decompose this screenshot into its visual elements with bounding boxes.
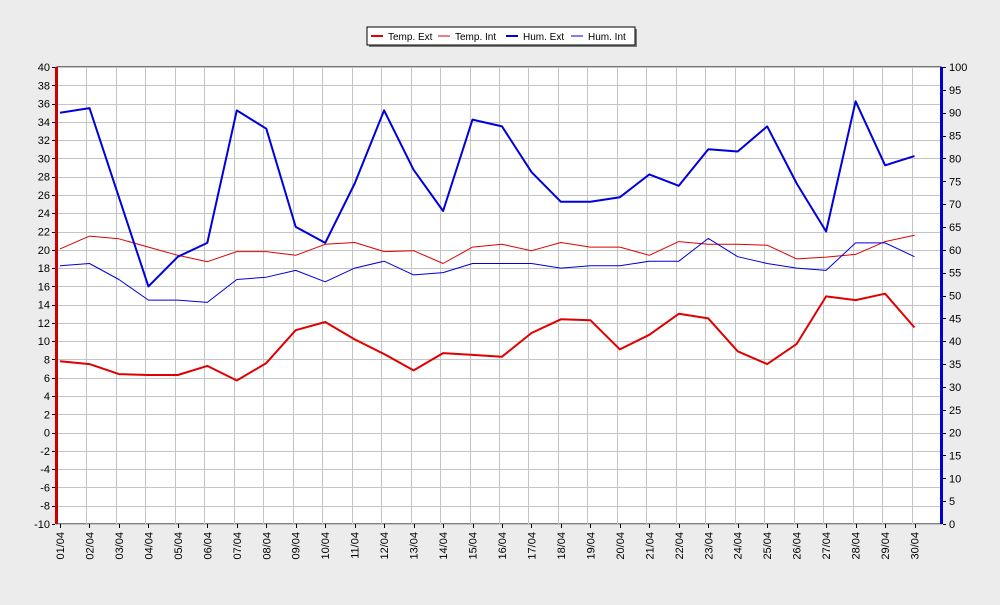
series-line-3 [59, 100, 915, 288]
left-tick-label: 40 [38, 62, 50, 74]
left-tick-label: -6 [40, 482, 50, 494]
left-tick-label: -10 [34, 519, 50, 531]
left-tick-label: -4 [40, 464, 50, 476]
legend-label-3: Hum. Ext [523, 32, 564, 43]
left-tick-label: 0 [44, 428, 50, 440]
left-tick-label: 14 [38, 300, 50, 312]
x-tick-label: 25/04 [762, 532, 774, 560]
series-line-4 [59, 237, 915, 303]
x-tick-label: 15/04 [468, 532, 480, 560]
left-tick-label: 24 [38, 208, 50, 220]
right-tick-label: 10 [949, 473, 961, 485]
right-tick-label: 0 [949, 519, 955, 531]
x-tick-label: 07/04 [232, 532, 244, 560]
right-tick-label: 35 [949, 359, 961, 371]
legend-box [366, 26, 636, 46]
left-tick-label: 12 [38, 318, 50, 330]
right-tick-label: 95 [949, 85, 961, 97]
left-tick-label: 22 [38, 227, 50, 239]
left-tick-label: 30 [38, 153, 50, 165]
right-tick-label: 100 [949, 62, 967, 74]
x-tick-label: 24/04 [733, 532, 745, 560]
right-tick-label: 75 [949, 176, 961, 188]
x-tick-label: 12/04 [379, 532, 391, 560]
x-tick-label: 17/04 [527, 532, 539, 560]
right-axis-line [940, 67, 943, 524]
x-tick-label: 11/04 [350, 532, 362, 559]
x-tick-label: 03/04 [114, 532, 126, 560]
right-tick-label: 25 [949, 405, 961, 417]
right-tick-label: 55 [949, 268, 961, 280]
left-tick-label: 26 [38, 190, 50, 202]
right-tick-label: 70 [949, 199, 961, 211]
left-tick-label: 10 [38, 336, 50, 348]
x-tick-label: 19/04 [585, 532, 597, 560]
x-tick-label: 27/04 [821, 532, 833, 560]
right-tick-label: 20 [949, 428, 961, 440]
right-tick-label: 5 [949, 496, 955, 508]
left-tick-label: 34 [38, 117, 50, 129]
left-tick-label: 20 [38, 245, 50, 257]
left-tick-label: 2 [44, 409, 50, 421]
x-tick-label: 05/04 [173, 532, 185, 560]
left-tick-label: 36 [38, 99, 50, 111]
right-tick-label: 30 [949, 382, 961, 394]
right-tick-label: 40 [949, 336, 961, 348]
x-tick-label: 30/04 [910, 532, 922, 560]
x-tick-label: 06/04 [202, 532, 214, 560]
left-tick-label: 38 [38, 80, 50, 92]
x-tick-label: 02/04 [85, 532, 97, 560]
left-axis-line [55, 67, 58, 524]
x-tick-label: 14/04 [438, 532, 450, 560]
left-tick-label: -2 [40, 446, 50, 458]
x-tick-label: 18/04 [556, 532, 568, 560]
x-tick-label: 13/04 [409, 532, 421, 560]
x-tick-label: 22/04 [674, 532, 686, 560]
left-tick-label: 6 [44, 373, 50, 385]
right-tick-label: 45 [949, 313, 961, 325]
x-tick-label: 04/04 [143, 532, 155, 560]
x-tick-label: 20/04 [615, 532, 627, 560]
right-tick-label: 80 [949, 153, 961, 165]
x-tick-label: 29/04 [880, 532, 892, 560]
left-tick-label: 28 [38, 172, 50, 184]
x-tick-label: 21/04 [644, 532, 656, 560]
legend-label-4: Hum. Int [588, 32, 626, 43]
left-tick-label: 18 [38, 263, 50, 275]
left-tick-label: 16 [38, 281, 50, 293]
series-line-1 [59, 292, 916, 382]
left-tick-label: 8 [44, 354, 50, 366]
right-tick-label: 85 [949, 131, 961, 143]
x-tick-label: 09/04 [291, 532, 303, 560]
x-tick-label: 28/04 [851, 532, 863, 560]
right-tick-label: 60 [949, 245, 961, 257]
legend-label-1: Temp. Ext [388, 32, 433, 43]
right-tick-label: 15 [949, 450, 961, 462]
left-tick-label: -8 [40, 501, 50, 513]
x-tick-label: 08/04 [261, 532, 273, 560]
x-tick-label: 26/04 [792, 532, 804, 560]
right-tick-label: 65 [949, 222, 961, 234]
x-tick-label: 01/04 [55, 532, 67, 560]
legend-label-2: Temp. Int [455, 32, 496, 43]
left-tick-label: 4 [44, 391, 50, 403]
right-tick-label: 50 [949, 291, 961, 303]
series-line-2 [59, 234, 915, 264]
x-tick-label: 10/04 [320, 532, 332, 560]
left-tick-label: 32 [38, 135, 50, 147]
x-tick-label: 23/04 [703, 532, 715, 560]
x-tick-label: 16/04 [497, 532, 509, 560]
right-tick-label: 90 [949, 108, 961, 120]
